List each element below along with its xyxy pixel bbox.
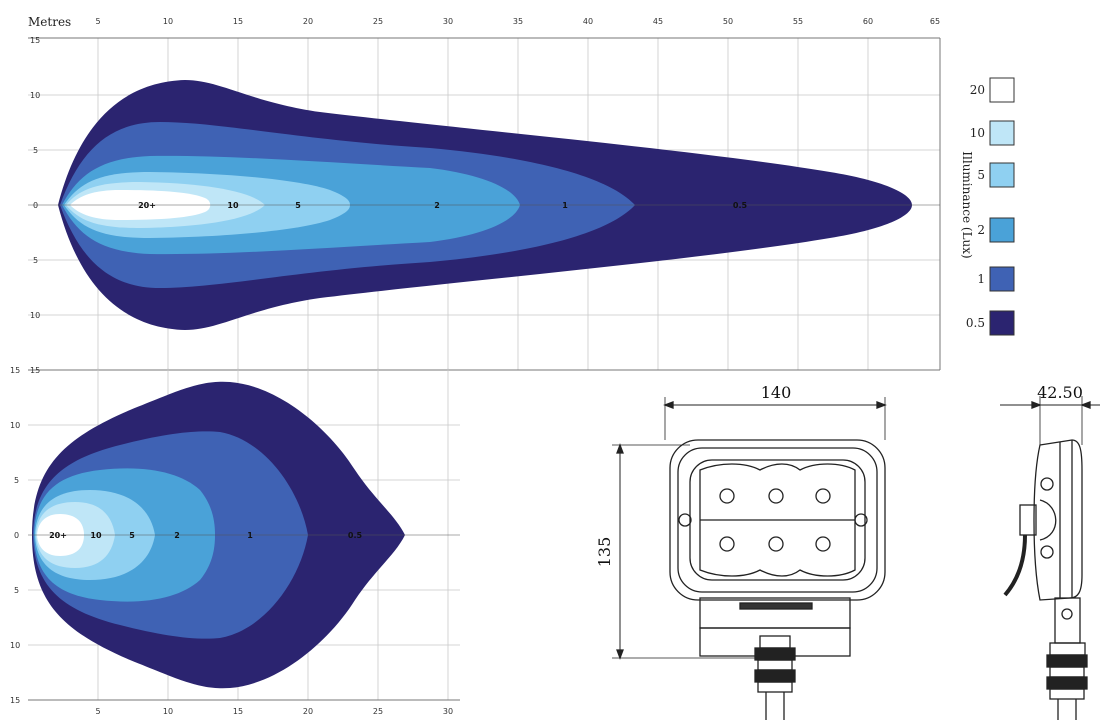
bottom-x-tick: 20 — [303, 707, 313, 716]
illuminance-legend: Illuminance (Lux) 20 10 5 2 1 0.5 — [960, 77, 1015, 336]
bottom-y-tick: 10 — [10, 421, 20, 430]
bottom-beam-chart: 15 10 5 0 5 10 15 5 10 15 20 25 30 20+ 1… — [10, 366, 460, 716]
top-x-tick: 45 — [653, 17, 663, 26]
metres-axis-label: Metres — [28, 15, 71, 29]
top-zone-label: 2 — [434, 201, 440, 210]
bottom-y-tick: 15 — [10, 696, 20, 705]
top-zone-label: 10 — [227, 201, 239, 210]
top-y-tick: 10 — [30, 91, 40, 100]
bottom-x-tick: 5 — [95, 707, 100, 716]
bottom-y-tick: 5 — [14, 476, 19, 485]
legend-swatch — [989, 162, 1015, 188]
bottom-x-tick: 10 — [163, 707, 173, 716]
top-x-tick: 35 — [513, 17, 523, 26]
height-dimension: 135 — [595, 537, 614, 568]
bottom-zone-label: 2 — [174, 531, 180, 540]
top-x-tick: 10 — [163, 17, 173, 26]
bottom-x-tick: 25 — [373, 707, 383, 716]
top-x-tick: 50 — [723, 17, 733, 26]
bottom-x-tick: 30 — [443, 707, 453, 716]
top-y-tick: 5 — [33, 256, 38, 265]
top-y-tick: 15 — [30, 366, 40, 375]
bottom-x-tick: 15 — [233, 707, 243, 716]
bottom-zone-label: 1 — [247, 531, 253, 540]
top-y-tick: 15 — [30, 36, 40, 45]
top-x-tick: 65 — [930, 17, 940, 26]
legend-label: 1 — [977, 272, 985, 286]
top-y-tick: 5 — [33, 146, 38, 155]
legend-label: 10 — [970, 126, 985, 140]
legend-label: 5 — [977, 168, 985, 182]
legend-label: 20 — [970, 83, 985, 97]
top-zone-label: 5 — [295, 201, 301, 210]
top-zone-label: 20+ — [138, 201, 156, 210]
lamp-front-view — [612, 397, 887, 720]
legend-swatch — [989, 217, 1015, 243]
top-y-tick: 0 — [33, 201, 38, 210]
bottom-y-tick: 15 — [10, 366, 20, 375]
bottom-zone-label: 0.5 — [348, 531, 363, 540]
top-x-tick: 30 — [443, 17, 453, 26]
legend-swatch — [989, 120, 1015, 146]
bottom-y-tick: 0 — [14, 531, 19, 540]
legend-label: 2 — [977, 223, 985, 237]
bottom-zone-label: 5 — [129, 531, 135, 540]
legend-swatch — [989, 310, 1015, 336]
bottom-y-tick: 10 — [10, 641, 20, 650]
bottom-zone-label: 20+ — [49, 531, 67, 540]
top-x-tick: 55 — [793, 17, 803, 26]
depth-dimension: 42.50 — [1037, 383, 1083, 402]
legend-swatch — [989, 77, 1015, 103]
bottom-zone-label: 10 — [90, 531, 102, 540]
width-dimension: 140 — [761, 383, 792, 402]
legend-title: Illuminance (Lux) — [960, 151, 974, 258]
top-zone-label: 0.5 — [733, 201, 748, 210]
legend-swatch — [989, 266, 1015, 292]
top-y-tick: 10 — [30, 311, 40, 320]
lamp-side-view — [1000, 396, 1100, 720]
top-x-tick: 40 — [583, 17, 593, 26]
top-x-tick: 5 — [95, 17, 100, 26]
top-beam-chart: Metres 5 10 15 20 25 30 35 40 — [28, 15, 941, 375]
legend-label: 0.5 — [966, 316, 985, 330]
top-x-tick: 25 — [373, 17, 383, 26]
top-x-tick: 15 — [233, 17, 243, 26]
top-x-tick: 20 — [303, 17, 313, 26]
top-zone-label: 1 — [562, 201, 568, 210]
bottom-y-tick: 5 — [14, 586, 19, 595]
top-x-tick: 60 — [863, 17, 873, 26]
